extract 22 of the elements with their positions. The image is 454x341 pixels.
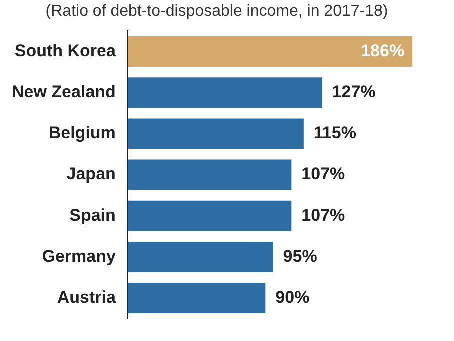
data-label: 115% bbox=[314, 124, 356, 143]
data-label: 90% bbox=[276, 288, 310, 307]
y-tick-label: Japan bbox=[66, 164, 116, 184]
bar bbox=[128, 118, 304, 150]
y-tick-label: Spain bbox=[70, 206, 116, 225]
data-label: 127% bbox=[332, 82, 376, 102]
y-tick-label: South Korea bbox=[14, 41, 116, 60]
y-tick-label: Germany bbox=[42, 246, 116, 266]
bar bbox=[128, 283, 266, 314]
chart-subtitle: (Ratio of debt-to-disposable income, in 2017-18) bbox=[46, 3, 388, 20]
bar bbox=[128, 200, 292, 232]
bar bbox=[128, 160, 292, 190]
bar bbox=[128, 36, 413, 67]
data-label: 95% bbox=[283, 246, 318, 266]
bar bbox=[128, 78, 322, 108]
data-label: 186% bbox=[361, 41, 405, 60]
y-tick-label: Belgium bbox=[48, 124, 116, 143]
data-label: 107% bbox=[302, 164, 346, 184]
y-tick-label: New Zealand bbox=[12, 82, 116, 102]
y-tick-label: Austria bbox=[57, 288, 116, 307]
bar bbox=[128, 242, 274, 272]
data-label: 107% bbox=[302, 206, 346, 225]
